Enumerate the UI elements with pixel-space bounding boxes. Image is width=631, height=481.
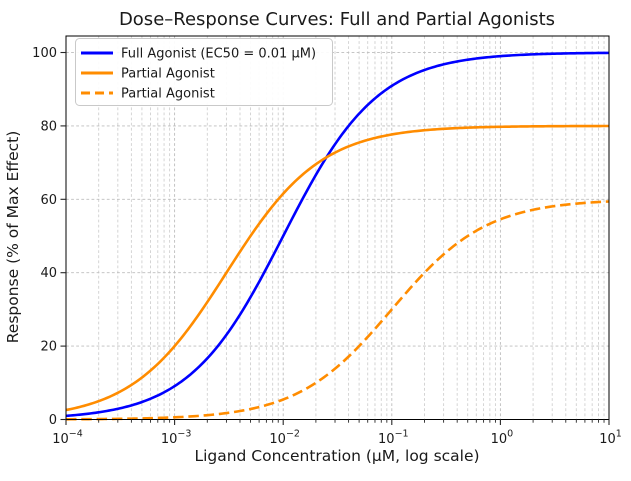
x-tick-label: 10−4 — [52, 429, 83, 448]
x-tick-label: 10−3 — [161, 429, 192, 448]
y-tick-label: 80 — [40, 119, 57, 134]
y-axis-ticks: 0 20 40 60 80 100 — [32, 46, 66, 428]
curves — [65, 51, 610, 421]
y-tick-label: 0 — [49, 413, 57, 428]
y-tick-label: 40 — [40, 266, 57, 281]
x-tick-label: 100 — [491, 429, 514, 448]
y-axis-label: Response (% of Max Effect) — [4, 131, 22, 344]
x-tick-label: 10−2 — [269, 429, 300, 448]
x-tick-label: 10−1 — [378, 429, 409, 448]
plot-frame — [65, 35, 610, 420]
legend-box — [75, 38, 333, 106]
chart-title: Dose–Response Curves: Full and Partial A… — [119, 9, 555, 30]
legend: Full Agonist (EC50 = 0.01 μM) Partial Ag… — [75, 38, 333, 106]
legend-label-partial-agonist-solid: Partial Agonist — [121, 67, 215, 82]
y-tick-label: 100 — [32, 46, 57, 61]
x-axis-label: Ligand Concentration (μM, log scale) — [194, 447, 479, 465]
legend-label-partial-agonist-dashed: Partial Agonist — [121, 87, 215, 102]
y-tick-label: 20 — [40, 340, 57, 355]
legend-label-full-agonist: Full Agonist (EC50 = 0.01 μM) — [121, 47, 316, 62]
curve-partial-agonist-solid — [65, 124, 609, 412]
x-tick-label: 101 — [599, 429, 622, 448]
x-axis-ticks: 10−4 10−3 10−2 10−1 100 101 — [52, 419, 622, 448]
curve-full-agonist — [65, 51, 610, 418]
curve-partial-agonist-dashed — [65, 200, 610, 421]
y-tick-label: 60 — [40, 193, 57, 208]
